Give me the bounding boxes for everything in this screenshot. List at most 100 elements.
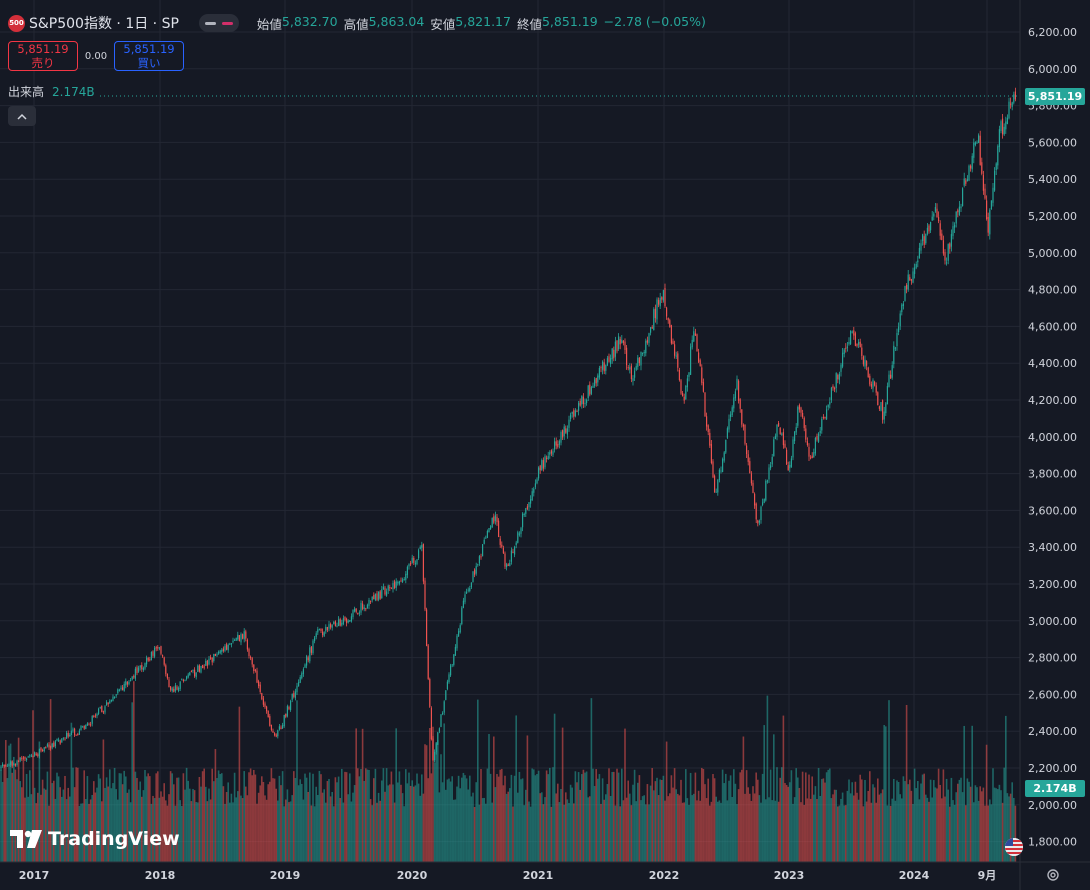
volume-bar	[549, 767, 551, 862]
candle-body	[27, 756, 29, 758]
volume-bar	[502, 785, 505, 862]
price-tick-label: 3,800.00	[1028, 468, 1077, 481]
candle-body	[779, 428, 781, 435]
volume-bar	[245, 786, 247, 862]
volume-bar	[272, 778, 274, 862]
candle-body	[643, 351, 645, 353]
candle-body	[568, 419, 570, 428]
candle-body	[982, 175, 984, 191]
sell-button[interactable]: 5,851.19 売り	[8, 41, 78, 71]
candle-body	[83, 725, 85, 729]
volume-bar	[613, 771, 615, 862]
volume-bar	[638, 775, 641, 862]
candle-body	[757, 520, 759, 524]
candle-body	[635, 366, 637, 370]
candle-body	[832, 386, 834, 389]
volume-bar	[893, 778, 895, 862]
candle-body	[494, 515, 496, 521]
volume-bar	[37, 792, 39, 862]
candle-body	[266, 706, 268, 712]
volume-bar	[1, 781, 4, 862]
candle-body	[382, 586, 384, 590]
candle-body	[350, 616, 352, 622]
volume-bar	[942, 769, 945, 862]
volume-bar	[411, 780, 413, 862]
volume-bar	[867, 790, 869, 862]
candle-body	[944, 252, 946, 261]
volume-bar	[742, 736, 745, 862]
symbol-title[interactable]: S&P500指数 · 1日 · SP	[29, 16, 179, 32]
volume-bar	[32, 710, 34, 862]
volume-bar	[649, 785, 652, 862]
candle-body	[379, 591, 381, 599]
volume-bar	[689, 772, 692, 862]
candle-body	[675, 355, 677, 357]
volume-bar	[405, 769, 407, 862]
candle-body	[640, 351, 642, 366]
volume-bar	[808, 774, 810, 862]
candle-body	[106, 702, 108, 706]
time-axis[interactable]: 2017 2018 2019 2020 2021 2022 2023 2024 9月	[19, 869, 997, 882]
candle-body	[818, 433, 820, 442]
candle-body	[794, 431, 796, 442]
volume-bar	[142, 790, 145, 862]
indicator-toggle-pill[interactable]	[198, 14, 239, 32]
volume-bar	[165, 800, 167, 862]
buy-label: 買い	[137, 56, 161, 70]
volume-bar	[382, 768, 385, 862]
volume-bar	[901, 798, 903, 862]
candle-body	[2, 764, 4, 766]
volume-bar	[425, 745, 428, 862]
tradingview-logo[interactable]: TradingView	[10, 828, 180, 850]
candle-body	[805, 428, 807, 440]
candle-body	[642, 352, 644, 355]
candle-body	[181, 679, 183, 681]
price-axis[interactable]: 6,200.006,000.005,800.005,600.005,400.00…	[1028, 26, 1077, 849]
candle-body	[416, 559, 418, 565]
candle-body	[96, 713, 98, 716]
volume-bar	[536, 773, 538, 862]
volume-bar	[73, 787, 76, 862]
volume-bar	[321, 792, 324, 862]
volume-legend[interactable]: 出来高 2.174B	[8, 83, 95, 100]
candle-body	[565, 428, 567, 433]
volume-bar	[752, 786, 754, 862]
candle-body	[725, 439, 727, 453]
candle-body	[902, 303, 904, 307]
candle-body	[458, 631, 460, 637]
candle-body	[315, 633, 317, 638]
candle-body	[699, 360, 701, 366]
candle-body	[755, 503, 757, 520]
candle-body	[920, 243, 922, 251]
buy-button[interactable]: 5,851.19 買い	[114, 41, 184, 71]
volume-bar	[206, 801, 209, 862]
volume-bar	[712, 774, 714, 862]
candle-body	[891, 365, 893, 378]
candle-body	[518, 533, 520, 535]
volume-bar	[909, 779, 911, 862]
volume-bar	[857, 799, 860, 862]
volume-bar	[182, 773, 185, 862]
gear-icon[interactable]	[1044, 866, 1062, 884]
candle-body	[66, 732, 68, 739]
volume-bar	[517, 792, 519, 862]
volume-bar	[379, 800, 381, 862]
candle-body	[291, 694, 293, 700]
candle-body	[667, 318, 669, 321]
volume-bar	[811, 776, 813, 862]
collapse-legend-button[interactable]	[8, 106, 36, 126]
candle-body	[427, 645, 429, 679]
candle-body	[435, 743, 437, 753]
volume-bar	[979, 786, 981, 862]
candle-body	[942, 240, 944, 254]
volume-bar	[608, 768, 610, 862]
volume-bar	[865, 801, 868, 862]
volume-bar	[449, 781, 452, 862]
us-flag-icon[interactable]	[1005, 838, 1023, 856]
volume-bar	[611, 771, 613, 862]
volume-bar	[825, 772, 828, 862]
logo-text: TradingView	[48, 828, 180, 850]
candle-body	[507, 564, 509, 566]
candle-body	[758, 520, 760, 523]
